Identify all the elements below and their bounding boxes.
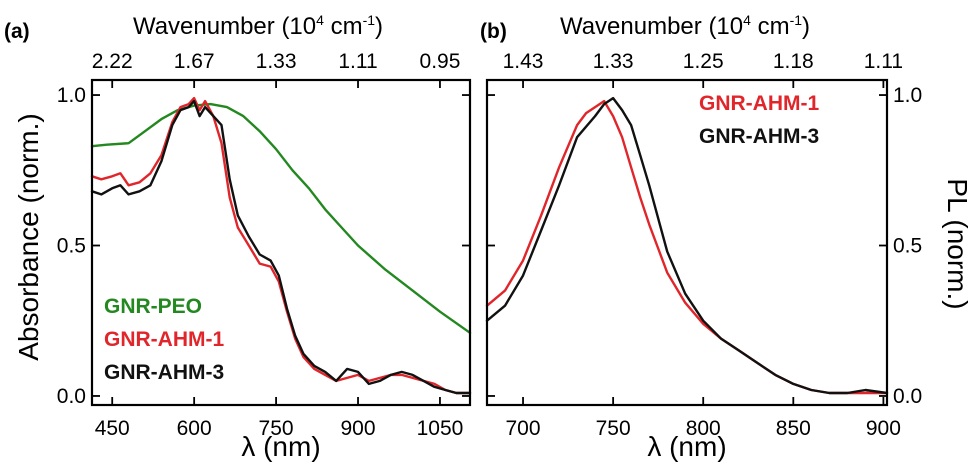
y-tick-label: 0.5 [57,235,86,258]
top-tick-label: 1.25 [683,50,724,73]
panel-a-plot-frame [90,78,472,407]
y-tick-label: 0.5 [893,235,922,258]
legend-b-gnr-ahm-1: GNR-AHM-1 [699,92,819,115]
legend-gnr-ahm-3: GNR-AHM-3 [104,361,224,384]
x-tick-label: 750 [596,417,631,440]
panel-a-top-tick-labels: 2.22 1.67 1.33 1.11 0.95 [92,50,461,73]
x-tick-label: 900 [340,417,375,440]
y-tick-label: 0.0 [57,385,86,408]
panel-b-tick-marks [487,80,887,405]
top-tick-label: 1.43 [503,50,544,73]
top-tick-label: 1.18 [773,50,814,73]
legend-gnr-peo: GNR-PEO [104,295,202,318]
x-tick-label: 600 [177,417,212,440]
x-tick-label: 700 [506,417,541,440]
panel-a-x-tick-labels: 450 600 750 900 1050 [95,417,464,440]
top-tick-label: 2.22 [92,50,133,73]
top-tick-label: 1.67 [174,50,215,73]
panel-a-tick-marks [92,80,470,405]
x-tick-label: 450 [95,417,130,440]
legend-gnr-ahm-1: GNR-AHM-1 [104,328,224,351]
y-tick-label: 1.0 [57,84,86,107]
panel-a-x-axis-label: λ (nm) [241,431,320,462]
panel-a-y-tick-labels: 0.0 0.5 1.0 [57,84,86,408]
series-line-gnr-ahm-1 [485,99,889,395]
top-tick-label: 1.11 [864,50,903,73]
top-tick-label: 1.11 [338,50,377,73]
top-tick-label: 1.33 [593,50,634,73]
panel-b-top-tick-labels: 1.43 1.33 1.25 1.18 1.11 [503,50,903,73]
panel-b-y-tick-labels: 0.0 0.5 1.0 [893,84,922,408]
panel-b-legend: GNR-AHM-1 GNR-AHM-3 [699,92,819,148]
x-tick-label: 750 [259,417,294,440]
panel-b-letter: (b) [480,20,507,43]
panel-a-series [90,96,472,395]
panel-b-series [485,96,889,395]
x-tick-label: 800 [686,417,721,440]
panel-b-top-axis-title: Wavenumber (104 cm-1) [560,12,810,40]
y-tick-label: 1.0 [893,84,922,107]
series-line-gnr-ahm-3 [90,99,472,395]
panel-b-plot-frame [485,78,889,407]
panel-b-x-tick-labels: 700 750 800 850 900 [506,417,901,440]
x-tick-label: 850 [776,417,811,440]
top-tick-label: 1.33 [256,50,297,73]
panel-a-letter: (a) [4,20,30,43]
panel-b-y-axis-label: PL (norm.) [942,178,971,309]
series-line-gnr-ahm-1 [90,96,472,395]
panel-a-legend: GNR-PEO GNR-AHM-1 GNR-AHM-3 [104,295,224,384]
panel-a-top-axis-title: Wavenumber (104 cm-1) [133,12,383,40]
x-tick-label: 900 [866,417,901,440]
panel-a: (a) Wavenumber (104 cm-1) 2.22 1.67 1.33 1.… [4,12,472,462]
series-line-gnr-peo [90,102,472,334]
top-tick-label: 0.95 [420,50,461,73]
legend-b-gnr-ahm-3: GNR-AHM-3 [699,125,819,148]
panel-b-x-axis-label: λ (nm) [647,431,726,462]
panel-a-y-axis-label: Absorbance (norm.) [13,113,44,360]
x-tick-label: 1050 [417,417,464,440]
y-tick-label: 0.0 [893,385,922,408]
panel-b: (b) Wavenumber (104 cm-1) 1.43 1.33 1.25 1.… [480,12,971,462]
series-line-gnr-ahm-3 [485,96,889,395]
